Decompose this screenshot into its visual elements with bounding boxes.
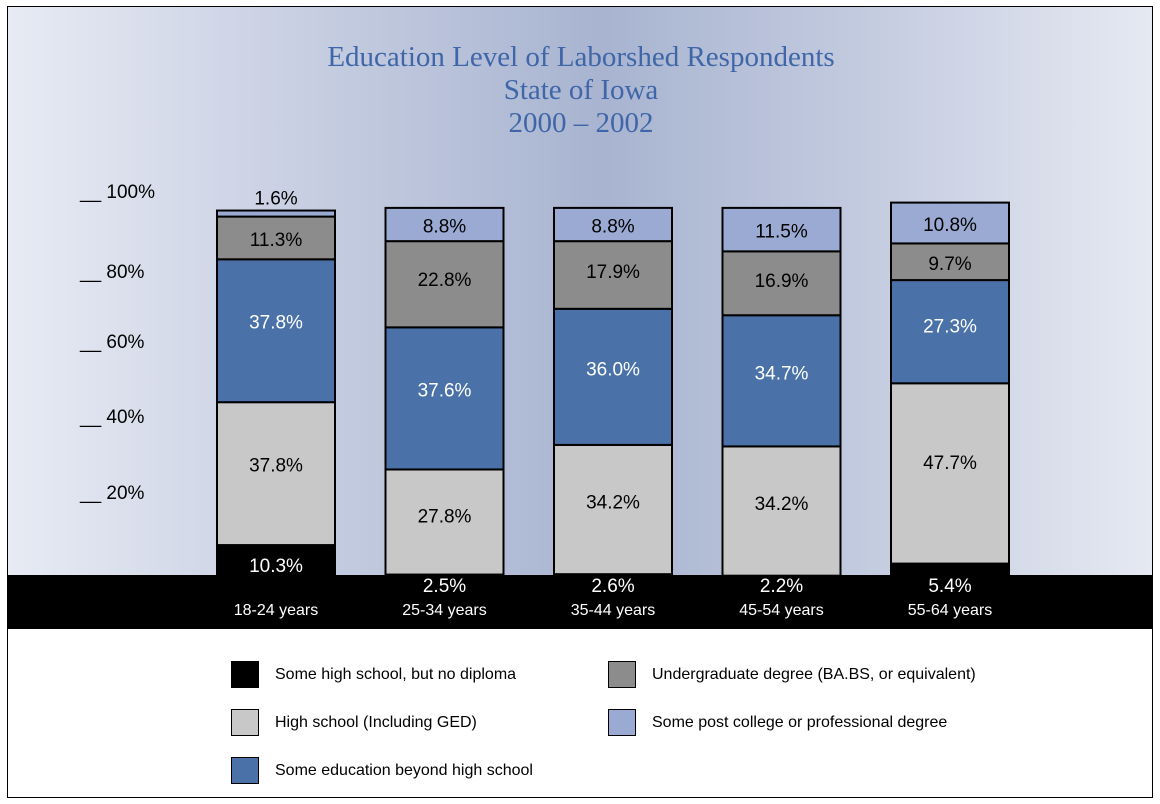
bar-45-54-years-high-school-including-ged	[721, 445, 842, 577]
y-tick-80: __ 80%	[80, 262, 145, 283]
legend-item-some-beyond-hs: Some education beyond high school	[231, 757, 533, 784]
data-label-35-44-years-some-education-beyond-high-school: 36.0%	[586, 359, 640, 380]
data-label-55-64-years-undergraduate-degree-ba-bs-or-equivalent: 9.7%	[928, 254, 971, 275]
data-label-25-34-years-some-education-beyond-high-school: 37.6%	[418, 380, 472, 401]
legend-label-some-beyond-hs: Some education beyond high school	[275, 761, 533, 779]
data-label-25-34-years-some-high-school-but-no-diploma: 2.5%	[423, 576, 466, 597]
bar-18-24-years-some-post-college-or-professional-degree	[216, 209, 336, 218]
legend-swatch-some-beyond-hs	[231, 757, 259, 784]
data-label-35-44-years-high-school-including-ged: 34.2%	[586, 492, 640, 513]
stacked-bar-chart: 10.3% 37.8% 37.8% 11.3% 1.6% 18-24 years 2.5% 2…	[8, 189, 1152, 629]
bar-45-54-years-some-post-college-or-professional-degree	[721, 206, 842, 253]
legend-label-post-college: Some post college or professional degree	[652, 713, 948, 731]
bar-35-44-years-high-school-including-ged	[553, 443, 673, 576]
title-line-2: State of Iowa	[503, 74, 659, 106]
data-label-45-54-years-high-school-including-ged: 34.2%	[755, 494, 809, 515]
legend-item-undergraduate: Undergraduate degree (BA.BS, or equivale…	[608, 661, 976, 688]
legend-label-undergraduate: Undergraduate degree (BA.BS, or equivale…	[652, 665, 976, 683]
title-line-1: Education Level of Laborshed Respondents	[327, 41, 835, 73]
legend-panel: Some high school, but no diploma High sc…	[8, 629, 1152, 797]
legend-item-some-high-school: Some high school, but no diploma	[231, 661, 516, 688]
data-label-35-44-years-some-high-school-but-no-diploma: 2.6%	[591, 576, 634, 597]
x-tick-label-55-64-years: 55-64 years	[908, 602, 993, 619]
legend-swatch-high-school	[231, 709, 259, 736]
data-label-18-24-years-some-post-college-or-professional-degree: 1.6%	[254, 189, 297, 210]
data-label-35-44-years-undergraduate-degree-ba-bs-or-equivalent: 17.9%	[586, 262, 640, 283]
data-label-18-24-years-some-education-beyond-high-school: 37.8%	[249, 313, 303, 334]
y-tick-60: __ 60%	[80, 332, 145, 353]
data-label-45-54-years-some-education-beyond-high-school: 34.7%	[755, 364, 809, 385]
x-tick-label-18-24-years: 18-24 years	[234, 602, 319, 619]
y-tick-40: __ 40%	[80, 407, 145, 428]
data-label-45-54-years-some-high-school-but-no-diploma: 2.2%	[760, 576, 803, 597]
legend-label-some-high-school: Some high school, but no diploma	[275, 665, 517, 683]
data-label-18-24-years-undergraduate-degree-ba-bs-or-equivalent: 11.3%	[250, 230, 303, 251]
chart-title: Education Level of Laborshed Respondents…	[8, 41, 1152, 140]
x-tick-label-35-44-years: 35-44 years	[571, 602, 656, 619]
legend-swatch-some-high-school	[231, 661, 259, 688]
bar-55-64-years-some-education-beyond-high-school	[890, 279, 1010, 385]
data-label-45-54-years-undergraduate-degree-ba-bs-or-equivalent: 16.9%	[755, 271, 809, 292]
data-label-55-64-years-high-school-including-ged: 47.7%	[923, 453, 977, 474]
chart-frame: Education Level of Laborshed Respondents…	[7, 6, 1153, 798]
bar-25-34-years-undergraduate-degree-ba-bs-or-equivalent	[384, 240, 505, 329]
data-label-25-34-years-undergraduate-degree-ba-bs-or-equivalent: 22.8%	[418, 270, 472, 291]
legend-swatch-post-college	[608, 709, 636, 736]
bar-45-54-years-some-education-beyond-high-school	[721, 314, 842, 448]
legend-swatch-undergraduate	[608, 661, 636, 688]
data-label-35-44-years-some-post-college-or-professional-degree: 8.8%	[591, 217, 634, 238]
legend-item-high-school: High school (Including GED)	[231, 709, 477, 736]
bar-18-24-years-high-school-including-ged	[216, 401, 336, 547]
data-label-25-34-years-high-school-including-ged: 27.8%	[418, 507, 472, 528]
data-label-55-64-years-some-post-college-or-professional-degree: 10.8%	[923, 215, 977, 236]
x-tick-label-25-34-years: 25-34 years	[402, 602, 487, 619]
bar-55-64-years-some-post-college-or-professional-degree	[890, 201, 1010, 245]
bar-18-24-years-some-education-beyond-high-school	[216, 258, 336, 404]
x-tick-label-45-54-years: 45-54 years	[739, 602, 824, 619]
y-tick-100: __ 100%	[80, 182, 156, 203]
data-label-18-24-years-high-school-including-ged: 37.8%	[249, 456, 303, 477]
data-label-25-34-years-some-post-college-or-professional-degree: 8.8%	[423, 217, 466, 238]
bar-18-24-years-some-high-school-but-no-diploma	[216, 544, 336, 585]
data-label-55-64-years-some-high-school-but-no-diploma: 5.4%	[928, 576, 971, 597]
y-tick-20: __ 20%	[80, 483, 145, 504]
legend-label-high-school: High school (Including GED)	[275, 713, 477, 731]
bar-35-44-years-some-post-college-or-professional-degree	[553, 206, 673, 243]
data-label-18-24-years-some-high-school-but-no-diploma: 10.3%	[249, 556, 303, 577]
legend-item-post-college: Some post college or professional degree	[608, 709, 947, 736]
data-label-55-64-years-some-education-beyond-high-school: 27.3%	[923, 316, 977, 337]
title-line-3: 2000 – 2002	[508, 107, 654, 139]
bar-45-54-years-undergraduate-degree-ba-bs-or-equivalent	[721, 250, 842, 317]
data-label-45-54-years-some-post-college-or-professional-degree: 11.5%	[755, 222, 808, 243]
bar-25-34-years-some-education-beyond-high-school	[384, 326, 505, 471]
bar-25-34-years-some-post-college-or-professional-degree	[384, 206, 505, 243]
